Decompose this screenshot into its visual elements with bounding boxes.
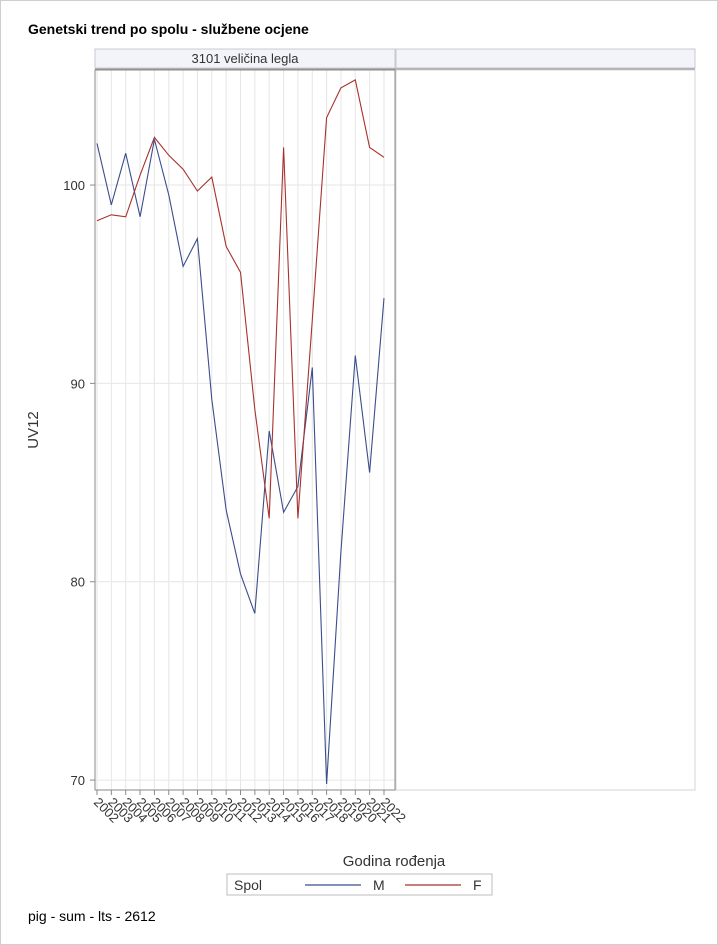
empty-panel — [395, 69, 696, 791]
legend-label-F: F — [473, 877, 482, 893]
series-line-M — [96, 139, 385, 785]
legend-title: Spol — [234, 877, 262, 893]
footer-note: pig - sum - lts - 2612 — [28, 908, 156, 924]
y-tick-label: 90 — [71, 376, 85, 391]
panel-title: 3101 veličina legla — [192, 51, 300, 66]
x-axis-label: Godina rođenja — [343, 853, 446, 870]
panel-header-right — [395, 48, 696, 69]
y-tick-label: 80 — [71, 575, 85, 590]
chart-title: Genetski trend po spolu - službene ocjen… — [28, 21, 309, 37]
plot-area — [94, 69, 396, 791]
y-tick-label: 100 — [63, 178, 85, 193]
series-line-F — [96, 79, 385, 519]
panel-header-left — [94, 48, 396, 69]
legend-label-M: M — [373, 877, 385, 893]
y-tick-label: 70 — [71, 773, 85, 788]
y-axis-label: UV12 — [25, 411, 42, 449]
